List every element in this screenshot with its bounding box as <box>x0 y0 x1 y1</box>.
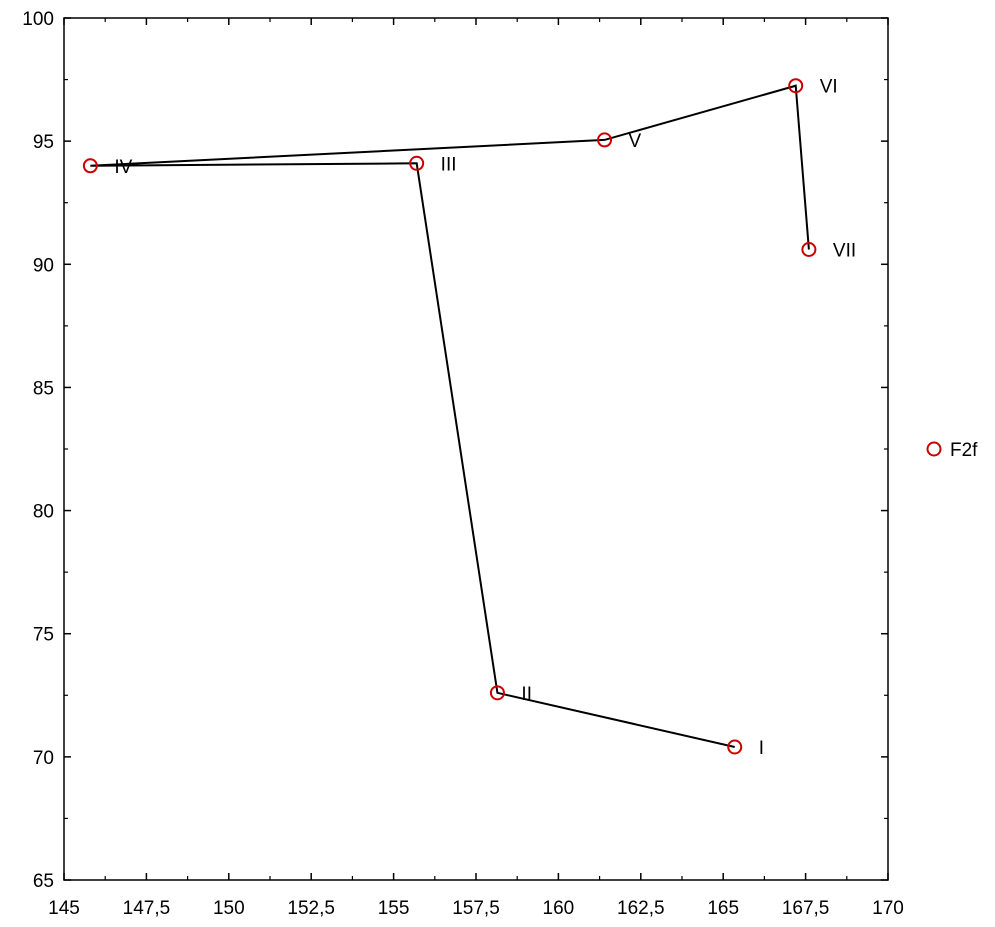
legend: F2f <box>926 440 978 461</box>
y-tick-label: 65 <box>33 871 54 892</box>
data-point <box>597 132 613 148</box>
ticks-layer <box>63 17 889 881</box>
data-point <box>727 739 743 755</box>
x-tick-label: 167,5 <box>782 898 830 919</box>
y-tick-label: 80 <box>33 502 54 523</box>
data-point <box>409 155 425 171</box>
y-tick-label: 75 <box>33 625 54 646</box>
x-tick-label: 152,5 <box>287 898 335 919</box>
x-tick-label: 147,5 <box>123 898 171 919</box>
y-tick-label: 70 <box>33 748 54 769</box>
x-tick-label: 170 <box>872 898 904 919</box>
data-points-layer <box>82 78 817 755</box>
point-label: I <box>759 738 764 759</box>
data-point <box>489 685 505 701</box>
series-line-layer <box>90 84 810 748</box>
x-tick-label: 160 <box>543 898 575 919</box>
x-tick-label: 145 <box>48 898 80 919</box>
point-label: VII <box>833 241 856 262</box>
data-point <box>801 242 817 258</box>
x-tick-label: 165 <box>707 898 739 919</box>
point-label: II <box>521 684 532 705</box>
legend-marker <box>926 441 942 457</box>
point-label: III <box>441 154 457 175</box>
series-line <box>90 84 810 748</box>
point-label: V <box>629 131 642 152</box>
x-tick-label: 150 <box>213 898 245 919</box>
x-tick-label: 157,5 <box>452 898 500 919</box>
y-tick-label: 90 <box>33 255 54 276</box>
data-point <box>788 78 804 94</box>
point-label: IV <box>114 157 132 178</box>
data-point <box>82 158 98 174</box>
legend-label: F2f <box>950 440 978 461</box>
y-tick-label: 85 <box>33 378 54 399</box>
point-label: VI <box>820 77 838 98</box>
y-tick-label: 95 <box>33 132 54 153</box>
tick-labels-layer: 145 147,5 150 152,5 155 157,5 160 162,5 165 167,5… <box>22 9 904 919</box>
x-tick-label: 162,5 <box>617 898 665 919</box>
y-tick-label: 100 <box>22 9 54 30</box>
x-tick-label: 155 <box>378 898 410 919</box>
